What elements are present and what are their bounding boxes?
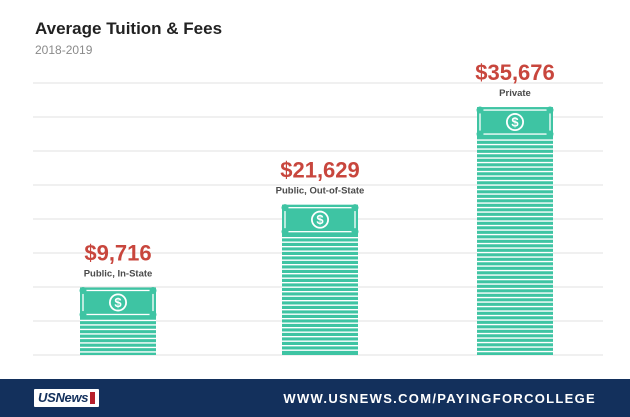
category-label: Private — [499, 88, 531, 99]
usnews-logo: US News — [34, 389, 100, 407]
value-label: $21,629 — [280, 158, 360, 183]
chart-subtitle: 2018-2019 — [35, 43, 93, 57]
value-label: $35,676 — [475, 60, 555, 85]
footer-bar: US News WWW.USNEWS.COM/PAYINGFORCOLLEGE — [0, 379, 630, 417]
bar-body — [282, 204, 358, 355]
dollar-bill-icon: $ — [281, 204, 359, 236]
bar-chart: $ $ $ $9,716 Public, In-State $21,629 Public,… — [33, 60, 603, 356]
dollar-bill-icon: $ — [476, 106, 554, 138]
bar: $ — [476, 106, 554, 355]
bars: $ $ $ — [79, 106, 554, 355]
svg-text:$: $ — [316, 212, 324, 227]
logo-accent — [90, 392, 96, 404]
data-labels: $9,716 Public, In-State $21,629 Public, Out… — [84, 60, 555, 279]
category-label: Public, In-State — [84, 268, 153, 279]
dollar-bill-icon: $ — [79, 286, 157, 318]
chart-title: Average Tuition & Fees — [35, 19, 223, 38]
bar: $ — [281, 204, 359, 355]
bar: $ — [79, 286, 157, 355]
footer-url[interactable]: WWW.USNEWS.COM/PAYINGFORCOLLEGE — [283, 390, 596, 406]
value-label: $9,716 — [84, 240, 151, 265]
category-label: Public, Out-of-State — [276, 186, 365, 197]
svg-text:$: $ — [511, 115, 519, 130]
svg-text:$: $ — [114, 295, 122, 310]
logo-text-news: News — [55, 390, 89, 405]
logo-text-us: US — [38, 390, 56, 405]
